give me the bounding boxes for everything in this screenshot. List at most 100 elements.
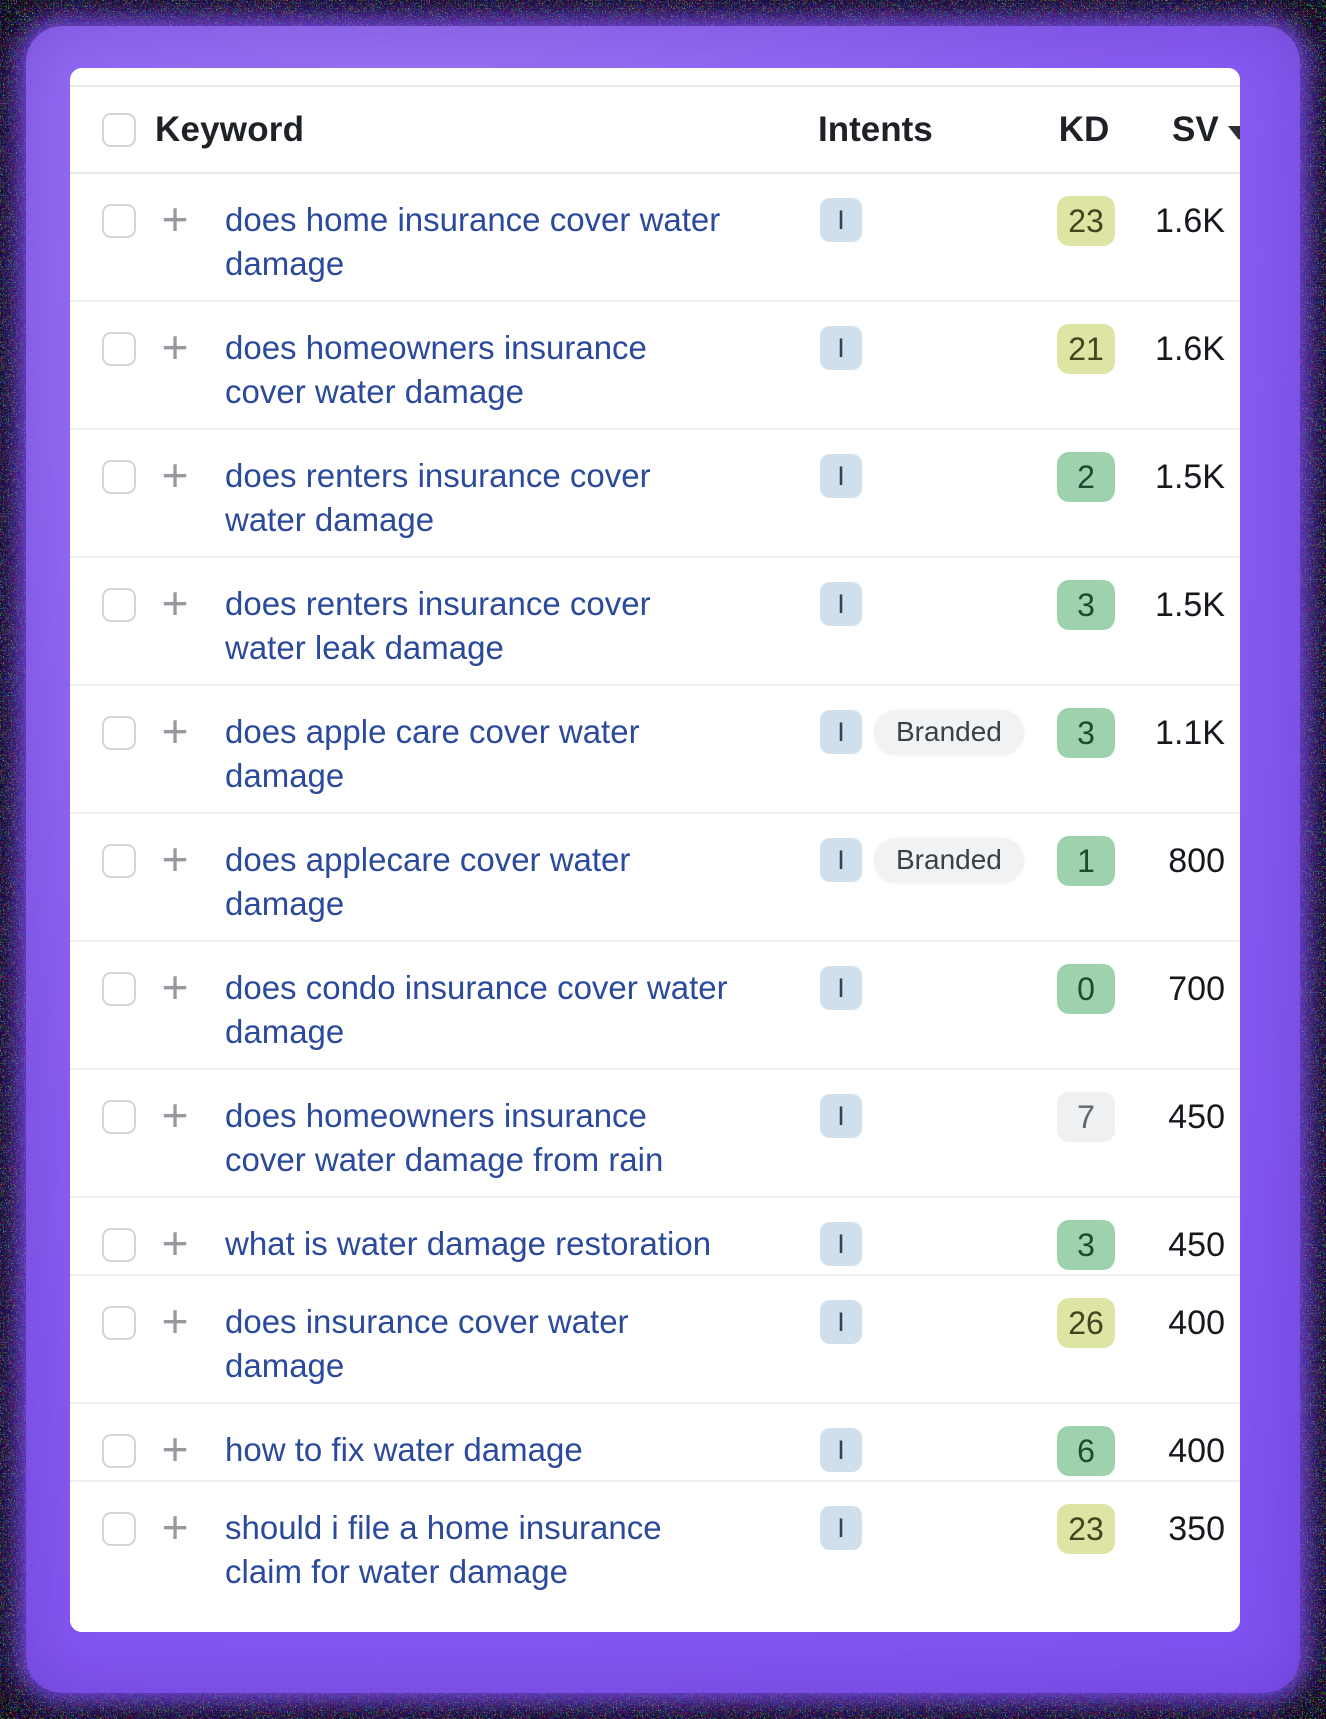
- sv-value: 350: [1168, 1510, 1225, 1548]
- keyword-text: does homeowners insurance: [225, 1097, 647, 1134]
- sv-value: 400: [1168, 1304, 1225, 1342]
- keyword-text: water damage: [225, 501, 435, 538]
- keyword-link[interactable]: does applecare cover water damage: [225, 838, 785, 926]
- keyword-text: does homeowners insurance: [225, 329, 647, 366]
- intent-badge-informational: I: [820, 582, 862, 626]
- row-checkbox[interactable]: [102, 332, 136, 366]
- kd-cell: 1: [1057, 836, 1115, 886]
- intent-badge-informational: I: [820, 1300, 862, 1344]
- keyword-text: claim for water damage: [225, 1553, 568, 1590]
- sv-value: 400: [1168, 1432, 1225, 1470]
- sv-value: 800: [1168, 842, 1225, 880]
- kd-cell: 3: [1057, 1220, 1115, 1270]
- row-checkbox[interactable]: [102, 1512, 136, 1546]
- intent-badge-informational: I: [820, 1094, 862, 1138]
- keyword-column-header: Keyword: [155, 109, 305, 149]
- keyword-link[interactable]: does condo insurance cover water damage: [225, 966, 785, 1054]
- keyword-link[interactable]: what is water damage restoration: [225, 1222, 785, 1266]
- kd-cell: 23: [1057, 196, 1115, 246]
- keyword-link[interactable]: does home insurance cover water damage: [225, 198, 785, 286]
- keyword-text: cover water damage from rain: [225, 1141, 664, 1178]
- sv-value: 700: [1168, 970, 1225, 1008]
- intent-badge-informational: I: [820, 838, 862, 882]
- add-keyword-button[interactable]: +: [161, 1501, 189, 1553]
- kd-badge: 26: [1057, 1298, 1115, 1348]
- kd-badge: 1: [1057, 836, 1115, 886]
- table-row: + does homeowners insurance cover water da…: [70, 302, 1240, 430]
- keyword-link[interactable]: should i file a home insurance claim for …: [225, 1506, 785, 1594]
- keyword-link[interactable]: does homeowners insurance cover water dam…: [225, 326, 785, 414]
- add-keyword-button[interactable]: +: [161, 705, 189, 757]
- table-header-row: Keyword Intents KD SV: [70, 87, 1240, 174]
- keyword-text: does apple care cover water: [225, 713, 640, 750]
- add-keyword-button[interactable]: +: [161, 577, 189, 629]
- add-keyword-button[interactable]: +: [161, 961, 189, 1013]
- row-checkbox[interactable]: [102, 1434, 136, 1468]
- kd-cell: 3: [1057, 580, 1115, 630]
- intents-cell: I: [820, 966, 1020, 1010]
- row-checkbox[interactable]: [102, 460, 136, 494]
- table-row: + should i file a home insurance claim for…: [70, 1482, 1240, 1632]
- row-checkbox[interactable]: [102, 588, 136, 622]
- row-checkbox[interactable]: [102, 716, 136, 750]
- kd-column-header: KD: [1058, 109, 1110, 149]
- kd-cell: 21: [1057, 324, 1115, 374]
- add-keyword-button[interactable]: +: [161, 1089, 189, 1141]
- row-checkbox[interactable]: [102, 204, 136, 238]
- keyword-text: does renters insurance cover: [225, 585, 651, 622]
- sv-value: 1.6K: [1155, 330, 1225, 368]
- keyword-link[interactable]: does homeowners insurance cover water dam…: [225, 1094, 785, 1182]
- add-keyword-button[interactable]: +: [161, 321, 189, 373]
- sv-sort-button[interactable]: SV: [1172, 110, 1240, 150]
- intent-badge-informational: I: [820, 326, 862, 370]
- intents-cell: I: [820, 326, 1020, 370]
- kd-badge: 2: [1057, 452, 1115, 502]
- table-row: + does insurance cover water damage I 26 400: [70, 1276, 1240, 1404]
- keyword-text: does condo insurance cover water: [225, 969, 728, 1006]
- keyword-table-card: Keyword Intents KD SV + does home insuran…: [70, 68, 1240, 1632]
- intent-badge-informational: I: [820, 198, 862, 242]
- sv-value: 1.1K: [1155, 714, 1225, 752]
- intent-badge-informational: I: [820, 1506, 862, 1550]
- keyword-link[interactable]: does renters insurance cover water damage: [225, 454, 785, 542]
- table-row: + does condo insurance cover water damage I…: [70, 942, 1240, 1070]
- keyword-text: water leak damage: [225, 629, 504, 666]
- keyword-link[interactable]: does insurance cover water damage: [225, 1300, 785, 1388]
- select-all-checkbox[interactable]: [102, 112, 136, 147]
- kd-badge: 7: [1057, 1092, 1115, 1142]
- row-checkbox[interactable]: [102, 1306, 136, 1340]
- intents-cell: I: [820, 1222, 1020, 1266]
- kd-cell: 26: [1057, 1298, 1115, 1348]
- keyword-link[interactable]: does renters insurance cover water leak d…: [225, 582, 785, 670]
- row-checkbox[interactable]: [102, 972, 136, 1006]
- table-row: + what is water damage restoration I 3 450: [70, 1198, 1240, 1276]
- intent-badge-informational: I: [820, 1222, 862, 1266]
- keyword-link[interactable]: does apple care cover water damage: [225, 710, 785, 798]
- kd-badge: 3: [1057, 708, 1115, 758]
- add-keyword-button[interactable]: +: [161, 1423, 189, 1475]
- row-checkbox[interactable]: [102, 1228, 136, 1262]
- kd-badge: 6: [1057, 1426, 1115, 1476]
- keyword-text: does home insurance cover water: [225, 201, 721, 238]
- kd-cell: 6: [1057, 1426, 1115, 1476]
- intents-cell: I: [820, 1506, 1020, 1550]
- add-keyword-button[interactable]: +: [161, 833, 189, 885]
- intents-cell: I Branded: [820, 838, 1024, 882]
- keyword-link[interactable]: how to fix water damage: [225, 1428, 785, 1472]
- kd-cell: 0: [1057, 964, 1115, 1014]
- add-keyword-button[interactable]: +: [161, 1217, 189, 1269]
- kd-badge: 23: [1057, 196, 1115, 246]
- add-keyword-button[interactable]: +: [161, 449, 189, 501]
- add-keyword-button[interactable]: +: [161, 193, 189, 245]
- keyword-text: damage: [225, 1347, 345, 1384]
- row-checkbox[interactable]: [102, 1100, 136, 1134]
- table-row: + does home insurance cover water damage I 2…: [70, 174, 1240, 302]
- intent-badge-branded: Branded: [874, 838, 1024, 882]
- row-checkbox[interactable]: [102, 844, 136, 878]
- intent-badge-informational: I: [820, 1428, 862, 1472]
- keyword-text: should i file a home insurance: [225, 1509, 662, 1546]
- kd-badge: 0: [1057, 964, 1115, 1014]
- sv-column-header: SV: [1172, 109, 1219, 149]
- add-keyword-button[interactable]: +: [161, 1295, 189, 1347]
